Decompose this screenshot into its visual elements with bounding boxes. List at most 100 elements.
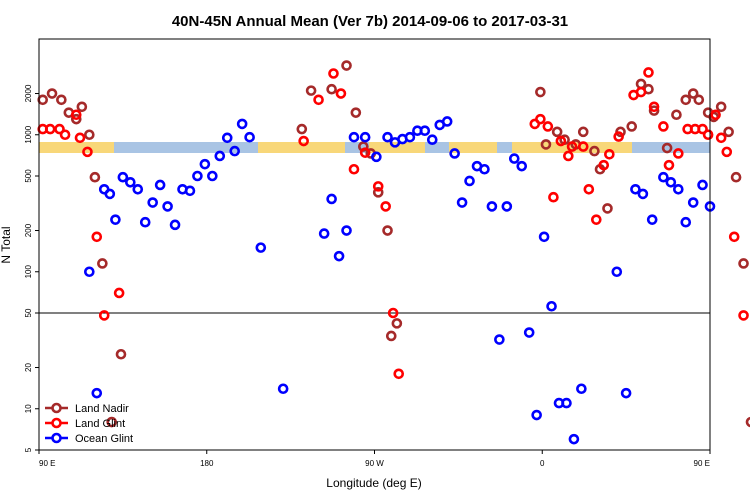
data-point (98, 310, 110, 321)
data-point (602, 203, 613, 214)
data-point (715, 101, 727, 113)
legend-marker (51, 417, 62, 429)
data-point (611, 266, 623, 278)
data-point (372, 181, 384, 192)
data-point (630, 183, 641, 195)
data-point (70, 113, 82, 125)
data-point (738, 310, 749, 321)
data-point (348, 163, 360, 175)
data-point (577, 141, 589, 152)
data-point (673, 183, 684, 195)
data-point (540, 139, 552, 150)
data-point (382, 225, 393, 236)
data-point (169, 219, 181, 231)
data-point (486, 201, 498, 212)
data-point (426, 134, 438, 146)
data-point (693, 94, 705, 106)
data-point (626, 121, 638, 132)
data-point (393, 368, 405, 380)
data-point (589, 145, 600, 157)
data-point (277, 383, 289, 395)
data-point (387, 307, 399, 319)
data-point (106, 416, 117, 428)
data-point (508, 153, 520, 164)
data-point (620, 387, 632, 399)
data-point (74, 132, 86, 144)
data-point (372, 187, 384, 198)
data-point (680, 94, 692, 106)
data-point (358, 141, 369, 152)
data-point (139, 216, 151, 228)
x-axis: 90 E 180 90 W 0 90 E (38, 450, 711, 468)
y-axis: 5 10 20 50 100 200 500 1000 2000 (24, 84, 39, 452)
data-point (637, 188, 649, 200)
data-point (523, 327, 535, 338)
data-point (687, 88, 699, 99)
data-point (115, 348, 127, 360)
data-point (333, 250, 345, 262)
x-tick-label: 90 W (365, 459, 384, 468)
data-point (54, 123, 65, 135)
data-point (464, 175, 475, 187)
data-point (244, 131, 255, 143)
data-point (56, 94, 67, 106)
data-point (255, 242, 267, 253)
data-point (604, 149, 615, 160)
series-land-nadir (37, 60, 750, 428)
data-point (382, 131, 393, 143)
data-point (125, 176, 136, 188)
data-point (359, 147, 371, 158)
data-point (192, 170, 203, 182)
data-point (113, 287, 125, 299)
data-point (561, 397, 572, 409)
chart-title: 40N-45N Annual Mean (Ver 7b) 2014-09-06 … (172, 13, 568, 30)
data-point (680, 216, 692, 228)
y-tick-label: 5 (24, 447, 33, 452)
legend-label: Land Nadir (75, 403, 129, 415)
data-point (697, 123, 708, 135)
data-point (449, 148, 460, 159)
data-point (207, 170, 218, 182)
data-point (147, 197, 158, 208)
data-point (184, 185, 196, 197)
data-point (697, 179, 708, 191)
data-point (663, 159, 675, 171)
data-point (577, 126, 589, 138)
data-point (738, 258, 749, 269)
y-tick-label: 1000 (24, 125, 33, 143)
data-point (154, 179, 166, 191)
data-point (313, 94, 324, 106)
data-point (555, 135, 567, 147)
data-point (84, 266, 95, 278)
data-point (328, 68, 339, 79)
data-point (643, 67, 654, 78)
data-point (76, 101, 88, 113)
data-point (673, 148, 684, 159)
data-point (385, 330, 397, 342)
data-point (665, 176, 677, 188)
data-point (538, 231, 550, 243)
data-point (548, 191, 559, 203)
data-point (221, 132, 233, 144)
data-point (318, 228, 330, 239)
y-tick-label: 500 (24, 169, 33, 183)
data-point (162, 201, 173, 212)
y-axis-label: N Total (0, 226, 13, 263)
data-point (646, 214, 658, 225)
data-point (380, 201, 391, 212)
data-point (236, 118, 248, 130)
data-point (91, 231, 103, 243)
data-point (730, 171, 742, 183)
data-point (214, 150, 226, 162)
data-point (341, 60, 352, 71)
y-tick-label: 200 (24, 223, 33, 237)
data-point (82, 146, 93, 158)
data-point (441, 116, 453, 127)
x-tick-label: 180 (200, 459, 214, 468)
data-point (721, 146, 733, 158)
data-points (37, 60, 750, 445)
data-point (37, 94, 49, 106)
data-point (404, 131, 416, 143)
data-point (199, 158, 211, 170)
